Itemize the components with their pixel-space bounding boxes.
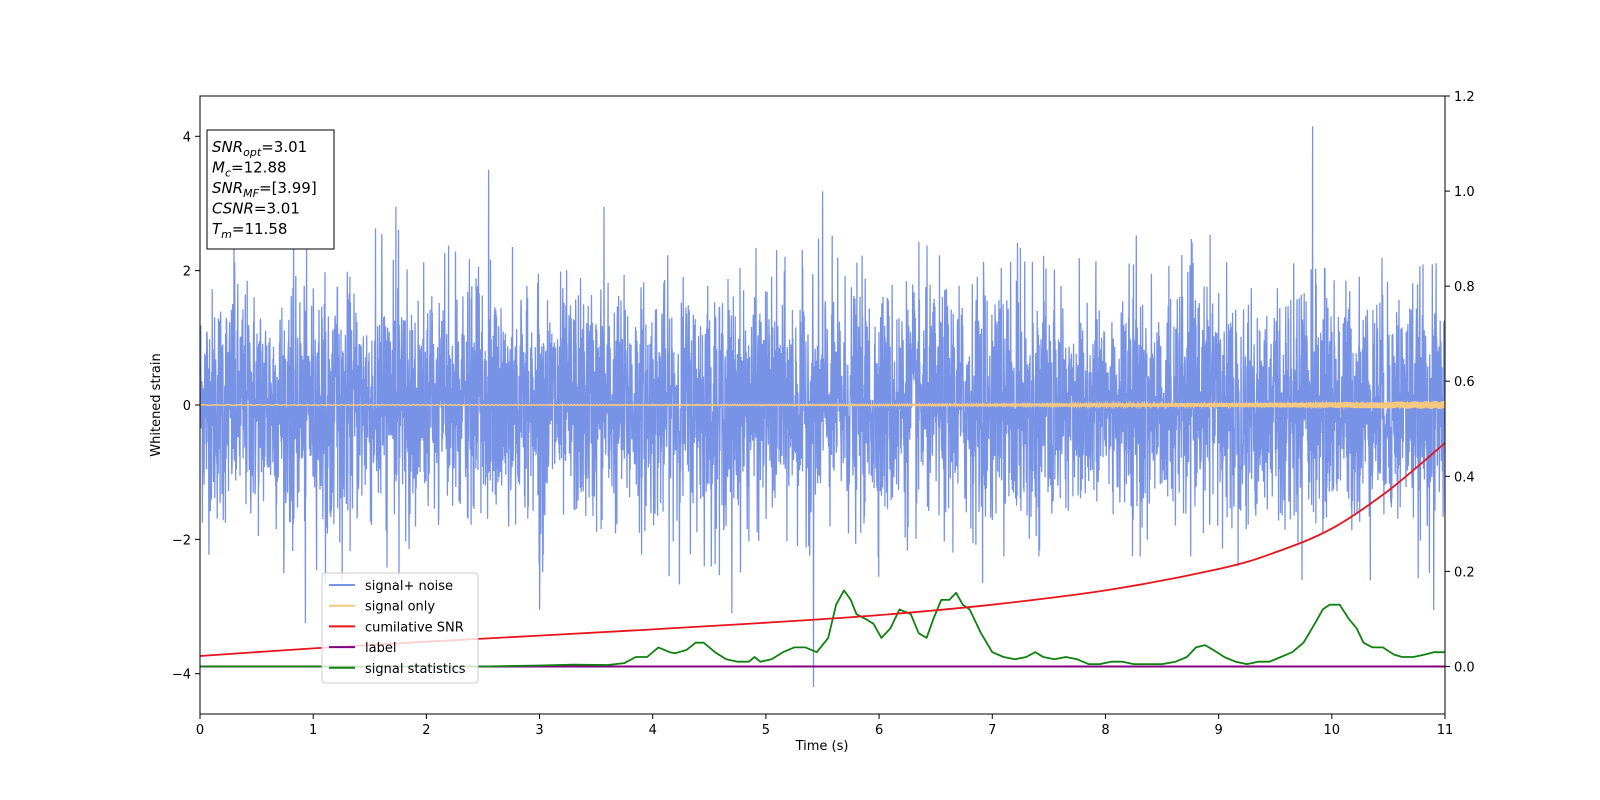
info-symbol: CSNR bbox=[212, 200, 254, 218]
y-right-tick-label: 1.2 bbox=[1454, 90, 1475, 105]
x-tick-label: 0 bbox=[196, 723, 204, 738]
info-line: SNRopt=3.01 bbox=[212, 138, 307, 159]
x-axis-label: Time (s) bbox=[795, 739, 849, 754]
legend-label: signal statistics bbox=[365, 662, 466, 677]
info-symbol: SNR bbox=[212, 179, 243, 197]
y-right-tick-label: 0.6 bbox=[1454, 375, 1475, 390]
x-tick-label: 1 bbox=[309, 723, 317, 738]
y-left-tick-label: −4 bbox=[172, 668, 191, 683]
info-line: SNRMF=[3.99] bbox=[212, 179, 317, 200]
info-subscript: MF bbox=[243, 187, 259, 200]
info-line: Tm=11.58 bbox=[212, 220, 287, 241]
info-box-frame bbox=[206, 129, 335, 250]
series-signal-noise-line bbox=[200, 126, 1445, 688]
info-value: =11.58 bbox=[232, 220, 288, 238]
y-right-tick-label: 0.0 bbox=[1454, 660, 1475, 675]
x-tick-label: 7 bbox=[988, 723, 996, 738]
x-tick-label: 3 bbox=[535, 723, 543, 738]
info-box: SNRopt=3.01Mc=12.88SNRMF=[3.99]CSNR=3.01… bbox=[206, 129, 335, 250]
info-symbol: SNR bbox=[212, 138, 243, 156]
info-subscript: c bbox=[225, 167, 231, 180]
legend-label: signal only bbox=[365, 600, 435, 615]
x-tick-label: 10 bbox=[1324, 723, 1341, 738]
x-tick-label: 8 bbox=[1101, 723, 1109, 738]
info-value: =[3.99] bbox=[259, 179, 317, 197]
y-left-tick-label: 4 bbox=[183, 130, 191, 145]
y-left-tick-label: −2 bbox=[172, 533, 191, 548]
y-left-tick-label: 2 bbox=[183, 265, 191, 280]
legend-frame bbox=[321, 572, 479, 684]
legend: signal+ noise signal only cumilative SNR la… bbox=[321, 572, 479, 684]
info-symbol: T bbox=[212, 220, 223, 238]
x-tick-label: 9 bbox=[1214, 723, 1222, 738]
y-right-tick-label: 0.2 bbox=[1454, 565, 1475, 580]
info-subscript: opt bbox=[243, 146, 262, 159]
info-subscript: m bbox=[221, 228, 232, 241]
legend-label: label bbox=[365, 641, 396, 656]
x-tick-label: 6 bbox=[875, 723, 883, 738]
y-right-tick-label: 0.4 bbox=[1454, 470, 1475, 485]
info-symbol: M bbox=[212, 159, 225, 177]
info-value: =3.01 bbox=[254, 200, 300, 218]
info-line: CSNR=3.01 bbox=[212, 200, 300, 218]
info-value: =12.88 bbox=[231, 159, 287, 177]
y-left-tick-label: 0 bbox=[183, 399, 191, 414]
x-tick-label: 11 bbox=[1437, 723, 1454, 738]
series-signal-only-line bbox=[200, 400, 1445, 410]
y-right-tick-label: 1.0 bbox=[1454, 185, 1475, 200]
legend-label: cumilative SNR bbox=[365, 620, 464, 635]
y-axis-label: Whitened strain bbox=[149, 353, 164, 456]
x-tick-label: 5 bbox=[762, 723, 770, 738]
x-tick-label: 2 bbox=[422, 723, 430, 738]
info-line: Mc=12.88 bbox=[212, 159, 287, 180]
series-signal-statistics-line bbox=[200, 589, 1445, 668]
legend-label: signal+ noise bbox=[365, 579, 453, 594]
axes: 0 1 2 3 4 5 6 7 8 9 10 11 −4 −2 0 2 4 0.0 0.2 0.4 0.6 0.8 1.0 1… bbox=[172, 90, 1475, 738]
info-value: =3.01 bbox=[261, 138, 307, 156]
y-right-tick-label: 0.8 bbox=[1454, 280, 1475, 295]
x-tick-label: 4 bbox=[649, 723, 657, 738]
